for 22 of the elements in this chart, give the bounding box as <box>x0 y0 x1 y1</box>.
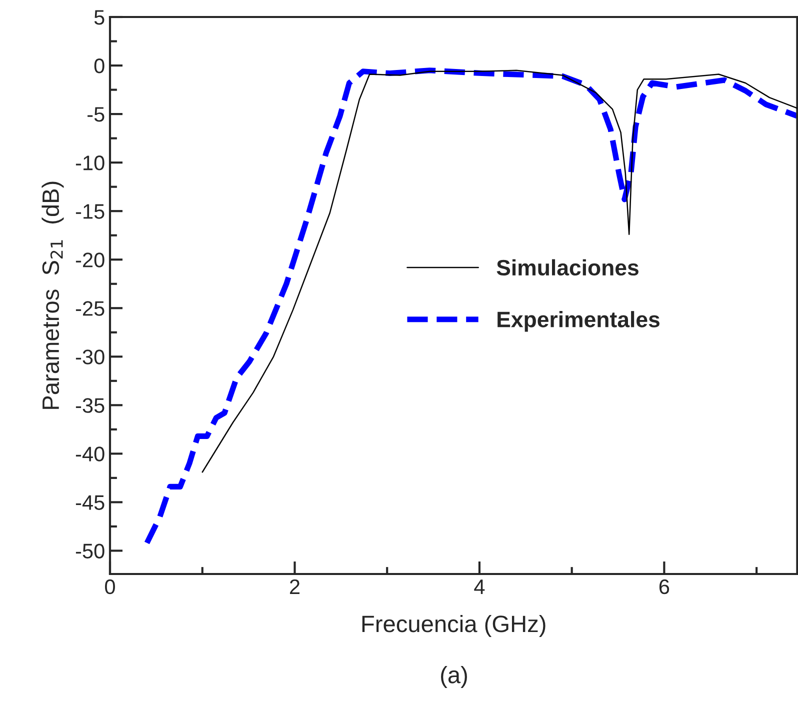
legend-label: Simulaciones <box>496 259 638 276</box>
x-tick-label: 6 <box>659 579 670 594</box>
x-axis-title: Frecuencia (GHz) <box>362 614 546 637</box>
x-tick-label: 0 <box>105 579 115 594</box>
y-tick-label: -35 <box>76 398 104 413</box>
y-tick-label: -25 <box>76 301 104 316</box>
legend-label: Experimentales <box>498 311 660 332</box>
text: (a) <box>441 666 467 688</box>
x-tick-label: 4 <box>474 580 485 594</box>
y-axis-title: Parametros S$_{21}$ (dB) <box>42 182 64 409</box>
y-tick-label: -15 <box>76 204 104 219</box>
y-tick-label: -10 <box>76 156 104 170</box>
y-tick-label: -50 <box>76 544 104 558</box>
y-tick-label: 0 <box>94 58 104 74</box>
y-tick-label: -5 <box>88 107 104 122</box>
y-tick-label: 5 <box>94 10 104 25</box>
y-tick-label: -40 <box>76 446 104 462</box>
y-tick-label: -45 <box>76 495 104 510</box>
x-tick-label: 2 <box>290 579 300 594</box>
line-series <box>202 70 798 473</box>
y-tick-label: -30 <box>76 350 104 364</box>
y-tick-label: -20 <box>76 252 104 268</box>
